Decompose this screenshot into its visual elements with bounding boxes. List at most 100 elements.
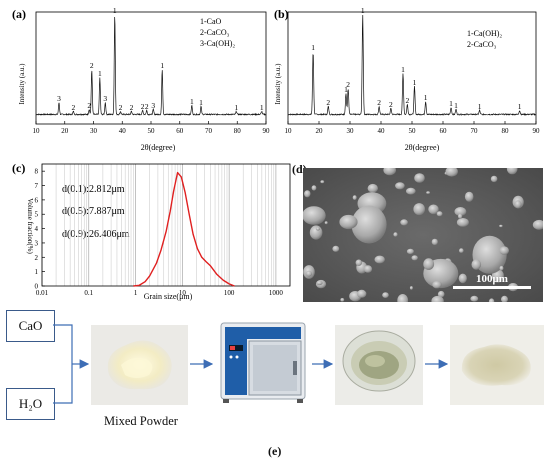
sem-particle xyxy=(315,227,320,231)
sem-particle xyxy=(454,207,467,216)
sem-particle xyxy=(436,211,443,217)
sem-particle xyxy=(464,191,474,202)
sem-particle xyxy=(413,203,425,216)
sem-particle xyxy=(351,205,387,244)
peak-label: 2 xyxy=(326,98,330,107)
merge-bracket xyxy=(53,324,73,404)
x-tick-label: 30 xyxy=(347,127,355,135)
peak-label: 1 xyxy=(454,101,458,110)
panel-b: (b) Intensity (a.u.) 2θ(degree) 1-Ca(OH)… xyxy=(272,4,542,154)
peak-label: 1 xyxy=(413,78,417,87)
y-tick-label: 1 xyxy=(35,268,39,276)
x-tick-label: 10 xyxy=(179,289,187,297)
sem-particle xyxy=(411,255,418,261)
sem-particle xyxy=(352,195,357,200)
product-illustration xyxy=(450,325,544,405)
legend-entry: 1-Ca(OH)₂ xyxy=(467,29,502,38)
x-tick-label: 50 xyxy=(409,127,417,135)
sem-particle xyxy=(501,295,508,302)
sem-particle xyxy=(340,298,345,302)
x-tick-label: 40 xyxy=(119,127,127,135)
y-axis-label: Intensity (a.u.) xyxy=(18,63,26,105)
y-tick-label: 4 xyxy=(35,225,39,233)
sem-particle xyxy=(458,213,463,219)
sem-particle xyxy=(363,265,373,273)
beaker-illustration xyxy=(335,325,423,405)
xrd-pattern-line xyxy=(287,14,536,116)
peak-label: 1 xyxy=(260,103,264,112)
sem-particle xyxy=(303,206,326,225)
sem-particle xyxy=(506,168,518,175)
peak-label: 1 xyxy=(344,85,348,94)
xrd-chart-a: (a) Intensity (a.u.) 2θ(degree) 1-CaO 2-… xyxy=(12,6,271,152)
peak-label: 1 xyxy=(311,43,315,52)
y-tick-label: 5 xyxy=(35,211,39,219)
panel-a: (a) Intensity (a.u.) 2θ(degree) 1-CaO 2-… xyxy=(8,4,270,154)
cao-input-box: CaO xyxy=(6,310,55,342)
x-tick-label: 30 xyxy=(90,127,98,135)
x-axis-label: 2θ(degree) xyxy=(141,143,176,152)
grain-size-chart: (c) Volume fraction(%) Grain size(μm) d(… xyxy=(12,161,291,301)
xrd-chart-b: (b) Intensity (a.u.) 2θ(degree) 1-Ca(OH)… xyxy=(274,6,540,152)
x-axis-label: 2θ(degree) xyxy=(405,143,440,152)
peak-label: 1 xyxy=(160,61,164,70)
x-axis-label: Grain size(μm) xyxy=(144,292,193,301)
sem-particles: 100μm xyxy=(303,168,543,302)
x-tick-label: 20 xyxy=(316,127,324,135)
sem-particle xyxy=(311,185,317,191)
sem-particle xyxy=(459,248,464,253)
peak-label: 2 xyxy=(87,101,91,110)
legend-entry: 2-CaCO₃ xyxy=(200,28,230,37)
panel-a-label: (a) xyxy=(12,7,26,21)
drying-oven-photo xyxy=(215,317,311,407)
sem-particle xyxy=(514,200,522,209)
panel-c: (c) Volume fraction(%) Grain size(μm) d(… xyxy=(8,156,298,302)
y-tick-label: 3 xyxy=(35,239,39,247)
x-tick-label: 90 xyxy=(263,127,271,135)
sem-particle xyxy=(458,273,467,284)
panel-c-label: (c) xyxy=(12,161,25,175)
sem-particle xyxy=(456,218,469,227)
peak-label: 1 xyxy=(424,93,428,102)
legend: 1-CaO 2-CaCO₃ 3-Ca(OH)₂ xyxy=(200,17,235,48)
sem-particle xyxy=(490,175,498,183)
peak-label: 1 xyxy=(401,65,405,74)
x-tick-label: 20 xyxy=(61,127,69,135)
x-tick-label: 70 xyxy=(471,127,479,135)
peak-label: 1 xyxy=(361,6,365,15)
peak-label: 1 xyxy=(190,97,194,106)
sem-particle xyxy=(397,294,409,302)
sem-particle xyxy=(355,259,362,266)
x-tick-label: 40 xyxy=(378,127,386,135)
peak-label: 3 xyxy=(103,94,107,103)
legend-entry: 2-CaCO₃ xyxy=(467,40,497,49)
peak-label: 2 xyxy=(72,103,76,112)
x-tick-label: 0.01 xyxy=(36,289,49,297)
peak-label: 1 xyxy=(199,98,203,107)
sem-particle xyxy=(367,183,378,193)
sem-particle xyxy=(499,265,504,271)
process-arrows xyxy=(53,324,449,404)
peak-label: 2 xyxy=(130,103,134,112)
sem-particle xyxy=(309,225,323,240)
sem-particle xyxy=(432,281,442,289)
panel-b-label: (b) xyxy=(274,7,289,21)
peak-label: 2 xyxy=(90,61,94,70)
peak-label: 3 xyxy=(57,94,61,103)
peak-label: 2 xyxy=(405,96,409,105)
y-tick-label: 6 xyxy=(35,196,39,204)
sem-particle xyxy=(393,232,398,237)
scale-bar xyxy=(453,286,531,289)
annotation-d10: d(0.1):2.812μm xyxy=(62,184,125,195)
product-powder-photo xyxy=(450,325,544,405)
x-tick-label: 1 xyxy=(134,289,138,297)
sem-particle xyxy=(382,292,389,298)
peak-label: 3 xyxy=(151,101,155,110)
peak-label: 2 xyxy=(141,102,145,111)
panel-e-label: (e) xyxy=(268,444,282,458)
sem-particle xyxy=(499,224,503,228)
peak-label: 2 xyxy=(119,103,123,112)
sem-particle xyxy=(428,204,439,215)
y-axis-label: Intensity (a.u.) xyxy=(274,63,282,105)
sem-particle xyxy=(339,214,358,230)
